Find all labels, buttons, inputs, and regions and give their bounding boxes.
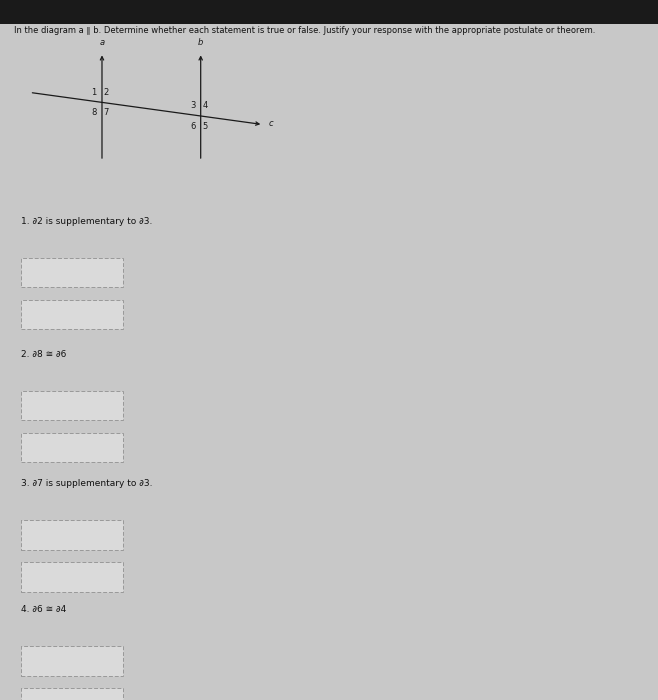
Text: c: c xyxy=(268,119,273,127)
FancyBboxPatch shape xyxy=(21,646,123,676)
Text: 4. ∂6 ≅ ∂4: 4. ∂6 ≅ ∂4 xyxy=(21,606,66,615)
Text: 8: 8 xyxy=(91,108,97,117)
FancyBboxPatch shape xyxy=(0,0,658,24)
Text: 3. ∂7 is supplementary to ∂3.: 3. ∂7 is supplementary to ∂3. xyxy=(21,480,153,489)
Text: 5: 5 xyxy=(202,122,207,131)
Text: 2: 2 xyxy=(103,88,109,97)
FancyBboxPatch shape xyxy=(21,433,123,462)
FancyBboxPatch shape xyxy=(21,300,123,329)
Text: a: a xyxy=(99,38,105,47)
Text: 4: 4 xyxy=(202,102,207,111)
FancyBboxPatch shape xyxy=(21,391,123,420)
Text: b: b xyxy=(198,38,203,47)
Text: In the diagram a ∥ b. Determine whether each statement is true or false. Justify: In the diagram a ∥ b. Determine whether … xyxy=(14,26,596,35)
Text: 2. ∂8 ≅ ∂6: 2. ∂8 ≅ ∂6 xyxy=(21,350,66,359)
Text: 1. ∂2 is supplementary to ∂3.: 1. ∂2 is supplementary to ∂3. xyxy=(21,217,153,226)
Text: 7: 7 xyxy=(103,108,109,117)
FancyBboxPatch shape xyxy=(21,562,123,592)
FancyBboxPatch shape xyxy=(21,688,123,700)
FancyBboxPatch shape xyxy=(21,258,123,287)
Text: 3: 3 xyxy=(190,102,195,111)
Text: 6: 6 xyxy=(190,122,195,131)
Text: 1: 1 xyxy=(91,88,97,97)
FancyBboxPatch shape xyxy=(21,520,123,550)
